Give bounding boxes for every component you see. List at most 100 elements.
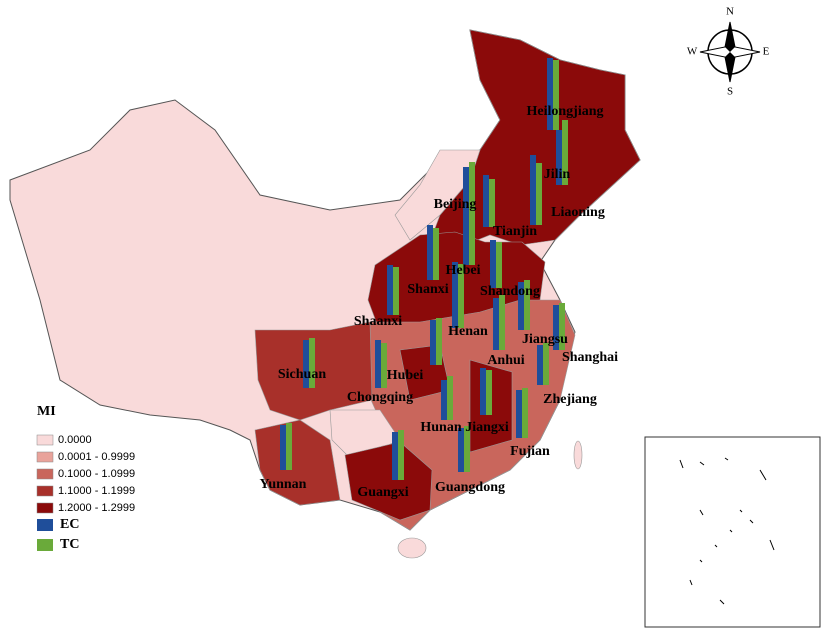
region [254, 419, 341, 506]
legend-swatch [36, 468, 54, 480]
compass-star [725, 22, 735, 52]
region [394, 149, 481, 241]
legend-swatch [36, 502, 54, 514]
province-label: Heilongjiang [526, 104, 603, 119]
bar-tc [398, 430, 404, 480]
legend-swatch [36, 451, 54, 463]
bar-tc [433, 228, 439, 280]
province-label: Liaoning [551, 205, 605, 220]
bar-ec [490, 240, 496, 288]
bar-ec [387, 265, 393, 315]
bar-tc [447, 376, 453, 420]
bar-ec [480, 368, 486, 415]
legend-label: 0.0001 - 0.9999 [58, 451, 135, 463]
province-label: Henan [448, 324, 488, 339]
island [397, 537, 427, 559]
province-label: Yunnan [260, 477, 307, 492]
bar-tc [393, 267, 399, 315]
compass-n: N [726, 6, 734, 18]
province-label: Hubei [387, 368, 424, 383]
bar-tc [553, 60, 559, 130]
legend: MI [37, 404, 56, 419]
province-label: Guangdong [435, 480, 505, 495]
bar-ec [375, 340, 381, 388]
province-label: Shaanxi [354, 314, 402, 329]
province-label: Hunan [420, 420, 461, 435]
province-label: Shandong [480, 284, 540, 299]
bar-ec [463, 167, 469, 227]
legend-swatch [37, 519, 53, 531]
legend-swatch [37, 539, 53, 551]
bar-tc [524, 280, 530, 330]
province-label: Tianjin [493, 224, 537, 239]
bar-ec [493, 298, 499, 350]
bar-ec [537, 345, 543, 385]
bar-tc [469, 213, 475, 265]
bar-tc [458, 264, 464, 328]
bar-tc [486, 370, 492, 415]
bar-ec [392, 432, 398, 480]
bar-ec [430, 320, 436, 365]
bar-ec [441, 380, 447, 420]
province-label: Fujian [510, 444, 550, 459]
bar-ec [483, 175, 489, 227]
bar-ec [463, 215, 469, 265]
bar-ec [530, 155, 536, 225]
bar-tc [469, 162, 475, 227]
inset-frame [644, 436, 821, 628]
legend-label: 1.2000 - 1.2999 [58, 502, 135, 514]
bar-ec [427, 225, 433, 280]
province-label: Guangxi [357, 485, 408, 500]
province-label: Chongqing [347, 390, 413, 405]
bar-tc [309, 338, 315, 388]
compass-star [725, 52, 735, 82]
bar-tc [543, 343, 549, 385]
compass-e: E [763, 46, 770, 58]
bar-ec [452, 262, 458, 328]
bar-ec [303, 340, 309, 388]
bar-tc [499, 295, 505, 350]
province-label: Jiangxi [465, 420, 509, 435]
inset [644, 436, 821, 628]
bar-tc [464, 426, 470, 472]
bar-tc [536, 163, 542, 225]
inset-islands [679, 457, 775, 605]
province-label: Hebei [446, 263, 481, 278]
compass-s: S [727, 86, 733, 98]
bar-ec [458, 428, 464, 472]
bar-tc [522, 388, 528, 438]
legend-label: TC [60, 537, 79, 552]
compass: N S E W [687, 6, 770, 98]
legend-swatch [36, 485, 54, 497]
bar-ec [547, 58, 553, 130]
bar-tc [436, 318, 442, 365]
legend-label: 0.0000 [58, 434, 92, 446]
bar-ec [280, 425, 286, 470]
legend-title: MI [37, 404, 56, 419]
province-label: Sichuan [278, 367, 326, 382]
island [573, 440, 583, 470]
legend-label: 1.1000 - 1.1999 [58, 485, 135, 497]
bar-tc [559, 303, 565, 350]
bar-tc [496, 242, 502, 288]
province-label: Zhejiang [543, 392, 597, 407]
bar-ec [553, 305, 559, 350]
bar-tc [562, 120, 568, 185]
province-label: Jilin [544, 167, 571, 182]
province-label: Anhui [487, 353, 524, 368]
legend-swatch [36, 434, 54, 446]
province-label: Jiangsu [522, 332, 568, 347]
bar-ec [518, 282, 524, 330]
province-label: Shanghai [562, 350, 618, 365]
bar-ec [556, 130, 562, 185]
compass-w: W [687, 46, 698, 58]
legend-label: EC [60, 517, 79, 532]
legend-label: 0.1000 - 1.0999 [58, 468, 135, 480]
bar-ec [516, 390, 522, 438]
bar-tc [381, 343, 387, 388]
bars: Heilongjiang Jilin Liaoning Beijing Tianjin H… [260, 58, 618, 500]
province-label: Shanxi [407, 282, 448, 297]
province-label: Beijing [434, 197, 477, 212]
bar-tc [489, 179, 495, 227]
